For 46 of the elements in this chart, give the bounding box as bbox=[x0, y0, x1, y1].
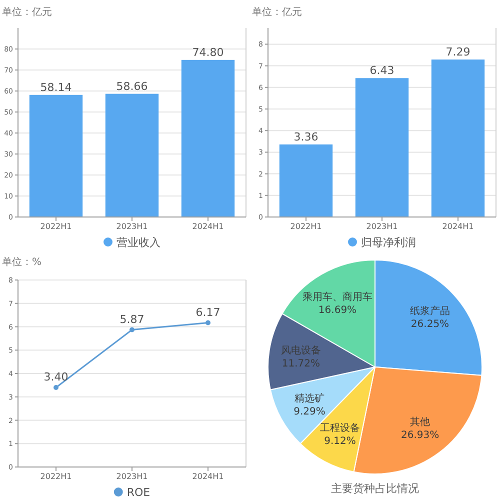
bar bbox=[29, 94, 83, 217]
x-tick-label: 2024H1 bbox=[442, 222, 474, 231]
data-label: 11.72% bbox=[282, 358, 320, 370]
x-tick-label: 2023H1 bbox=[116, 222, 148, 231]
legend-label: ROE bbox=[126, 486, 150, 499]
x-tick-label: 2024H1 bbox=[192, 222, 224, 231]
x-tick-label: 2023H1 bbox=[116, 472, 148, 481]
data-label: 26.93% bbox=[401, 430, 440, 441]
x-tick-label: 2022H1 bbox=[40, 472, 72, 481]
slice-label: 其他 bbox=[410, 416, 430, 428]
data-label: 58.14 bbox=[40, 80, 72, 94]
y-axis-title: 单位：亿元 bbox=[2, 6, 52, 18]
data-label: 58.66 bbox=[116, 80, 148, 93]
data-label: 7.29 bbox=[446, 46, 470, 59]
data-label: 74.80 bbox=[192, 46, 224, 59]
data-label: 6.43 bbox=[370, 64, 394, 78]
legend-label: 营业收入 bbox=[116, 236, 160, 249]
y-axis-title: 单位：% bbox=[2, 256, 42, 268]
bar bbox=[181, 60, 235, 217]
y-axis-title: 单位：亿元 bbox=[252, 6, 302, 18]
data-label: 5.87 bbox=[120, 312, 144, 326]
x-tick-label: 2022H1 bbox=[40, 222, 72, 231]
x-tick-label: 2022H1 bbox=[290, 222, 322, 231]
data-label: 3.40 bbox=[44, 370, 68, 384]
x-tick-label: 2024H1 bbox=[192, 472, 224, 481]
slice-label: 风电设备 bbox=[280, 344, 321, 357]
bar bbox=[279, 144, 333, 217]
bar bbox=[431, 60, 485, 217]
data-label: 16.69% bbox=[318, 305, 357, 316]
slice-label: 工程设备 bbox=[320, 422, 360, 434]
data-label: 9.12% bbox=[324, 436, 356, 448]
point bbox=[54, 385, 58, 390]
bar bbox=[105, 94, 159, 217]
bar bbox=[355, 78, 409, 217]
x-tick-label: 2023H1 bbox=[366, 222, 398, 231]
slice-label: 精选矿 bbox=[294, 392, 324, 404]
data-label: 3.36 bbox=[294, 130, 318, 144]
slice-label: 乘用车、商用车 bbox=[302, 291, 372, 304]
legend-label: 归母净利润 bbox=[361, 236, 416, 249]
text: 主要货种占比情况 bbox=[331, 482, 419, 495]
data-label: 6.17 bbox=[196, 306, 220, 319]
data-label: 9.29% bbox=[294, 406, 326, 418]
point bbox=[130, 327, 134, 332]
data-label: 26.25% bbox=[410, 319, 450, 330]
point bbox=[206, 320, 210, 326]
slice-label: 纸浆产品 bbox=[410, 305, 450, 318]
